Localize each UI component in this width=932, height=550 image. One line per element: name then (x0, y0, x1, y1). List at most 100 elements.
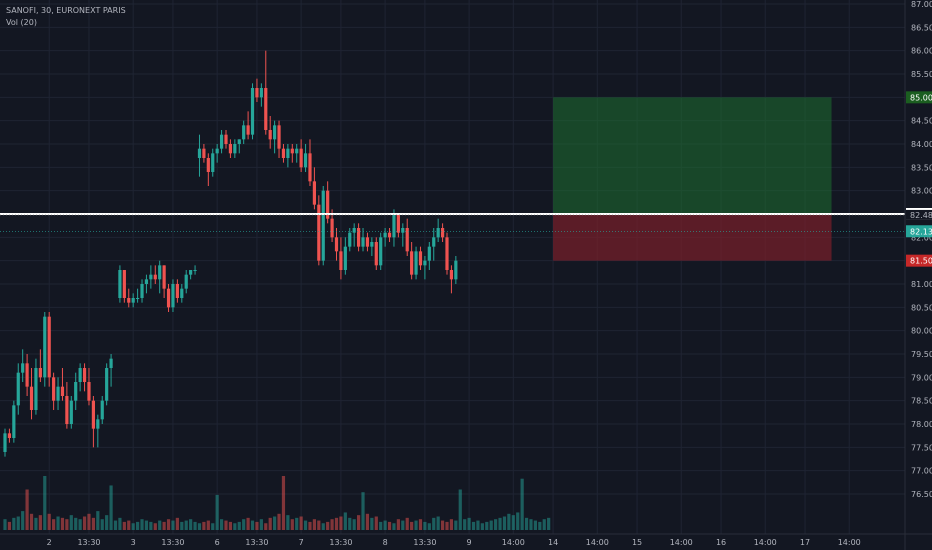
volume-indicator-title[interactable]: Vol (20) (6, 18, 37, 27)
candle-body (47, 316, 51, 378)
candle (189, 270, 193, 280)
volume-bar (250, 520, 255, 530)
candle-body (109, 358, 113, 368)
symbol-title[interactable]: SANOFI, 30, EURONEXT PARIS (6, 6, 126, 15)
volume-bar (502, 516, 507, 530)
volume-bar (65, 519, 69, 530)
candle-body (343, 246, 347, 270)
price-axis[interactable]: 87.00 86.50 86.00 85.50 85.00 84.50 84.00 83.50… (904, 0, 932, 550)
candle-body (290, 148, 294, 154)
volume-bar (454, 520, 458, 530)
candle (339, 237, 343, 280)
volume-bar (180, 521, 184, 530)
price-marker-target: 85.00 (906, 91, 932, 104)
candle (440, 223, 445, 242)
candle (158, 260, 162, 294)
price-tick-label: 78.50 (911, 397, 932, 406)
candle-body (149, 274, 153, 280)
candle-body (162, 265, 166, 289)
volume-bar (321, 523, 325, 530)
candle-body (56, 386, 60, 401)
time-tick-label: 17 (800, 538, 810, 547)
price-marker-bg (906, 225, 932, 238)
candle-body (12, 405, 16, 438)
candle (299, 139, 303, 172)
candle-body (180, 288, 184, 298)
volume-bar (507, 513, 511, 530)
candle (321, 186, 325, 266)
candle-body (215, 148, 219, 154)
candle (427, 242, 431, 270)
time-axis[interactable]: 2 13:30 3 13:30 6 13:30 7 13:30 8 13:30 9 14:00 14 14… (0, 533, 932, 547)
volume-bar (538, 521, 542, 530)
candle (118, 265, 122, 303)
candle (78, 363, 82, 392)
candle-body (374, 242, 378, 266)
candle-body (295, 148, 299, 154)
candle (295, 144, 299, 163)
volume-bar (206, 520, 210, 530)
candle (105, 363, 109, 406)
volume-bar (197, 523, 202, 530)
volume-bar (127, 520, 131, 530)
candle (445, 232, 449, 275)
volume-bar (224, 520, 228, 530)
price-marker-label: 85.00 (910, 93, 932, 102)
volume-bar (215, 494, 219, 530)
candle (334, 228, 339, 261)
volume-bar (317, 520, 321, 530)
price-tick-label: 83.00 (911, 187, 932, 196)
volume-bar (113, 520, 118, 530)
candle (277, 120, 281, 158)
candle-body (423, 260, 427, 266)
price-tick-label: 84.00 (911, 140, 932, 149)
candle-body (105, 368, 109, 401)
price-marker-bg (906, 91, 932, 104)
volume-bar (533, 520, 537, 530)
price-tick-label: 86.50 (911, 23, 932, 32)
candle (264, 50, 268, 135)
target-zone (553, 97, 832, 214)
candle (255, 78, 259, 102)
position-zones[interactable] (553, 97, 832, 261)
volume-bar (211, 523, 215, 530)
candle (69, 396, 73, 429)
volume-bar (158, 520, 162, 530)
candle (29, 368, 34, 420)
volume-bar (242, 519, 246, 530)
candle (153, 265, 157, 284)
candle-body (3, 433, 7, 452)
candle-body (299, 148, 303, 168)
volume-bar (264, 523, 268, 530)
candle-body (118, 270, 122, 298)
candle (82, 363, 87, 392)
volume-bar (498, 517, 502, 530)
candle (290, 144, 294, 163)
volume-bar (339, 516, 343, 530)
time-tick-label: 7 (299, 538, 304, 547)
volume-bar (330, 519, 334, 530)
candle-body (34, 368, 38, 410)
volume-bar (387, 521, 392, 530)
candle (215, 144, 219, 163)
candle (74, 372, 78, 410)
volume-bar (290, 519, 294, 530)
volume-bar (56, 516, 60, 530)
candle-body (21, 363, 25, 373)
volume-bar (246, 517, 250, 530)
time-tick-label: 6 (215, 538, 220, 547)
candle-body (379, 237, 383, 266)
candle-body (334, 237, 339, 252)
volume-bar (383, 520, 387, 530)
candle (228, 139, 233, 158)
volume-bar (202, 521, 206, 530)
candle (312, 167, 316, 210)
candle (25, 354, 29, 396)
candle-body (383, 232, 387, 238)
price-tick-label: 80.50 (911, 303, 932, 312)
candle (237, 139, 241, 154)
candle-body (281, 148, 286, 158)
price-tick-label: 79.50 (911, 350, 932, 359)
candle-body (410, 251, 414, 275)
